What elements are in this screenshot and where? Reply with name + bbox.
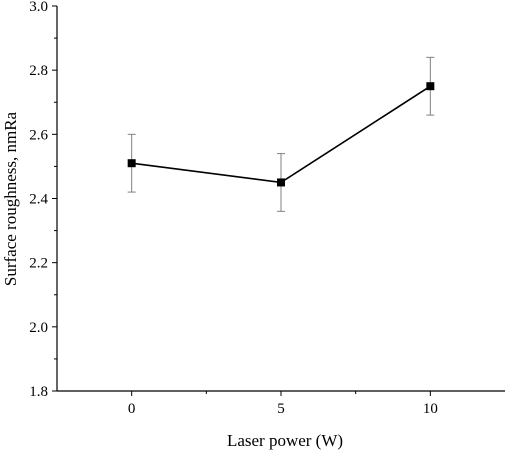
- x-tick-label: 0: [128, 401, 136, 417]
- error-bars: [127, 56, 435, 212]
- data-point-marker: [277, 178, 285, 187]
- y-tick-label: 2.4: [29, 192, 48, 208]
- data-point-marker: [127, 159, 136, 168]
- y-tick-label: 3.0: [29, 0, 48, 15]
- y-tick-label: 2.6: [29, 127, 48, 143]
- y-tick-label: 2.0: [29, 320, 48, 336]
- y-tick-label: 2.2: [29, 256, 48, 272]
- data-point-marker: [426, 82, 435, 91]
- markers: [127, 82, 435, 187]
- y-tick-label: 2.8: [29, 63, 48, 79]
- x-tick-label: 5: [277, 401, 285, 417]
- x-tick-label: 10: [423, 401, 438, 417]
- y-tick-label: 1.8: [29, 384, 48, 400]
- y-axis-label: Surface roughness, nmRa: [1, 111, 20, 286]
- ticks: 1.8 2.0 2.2 2.4 2.6 2.8 3.0 0 5 10: [29, 0, 438, 417]
- x-axis-label: Laser power (W): [227, 431, 343, 450]
